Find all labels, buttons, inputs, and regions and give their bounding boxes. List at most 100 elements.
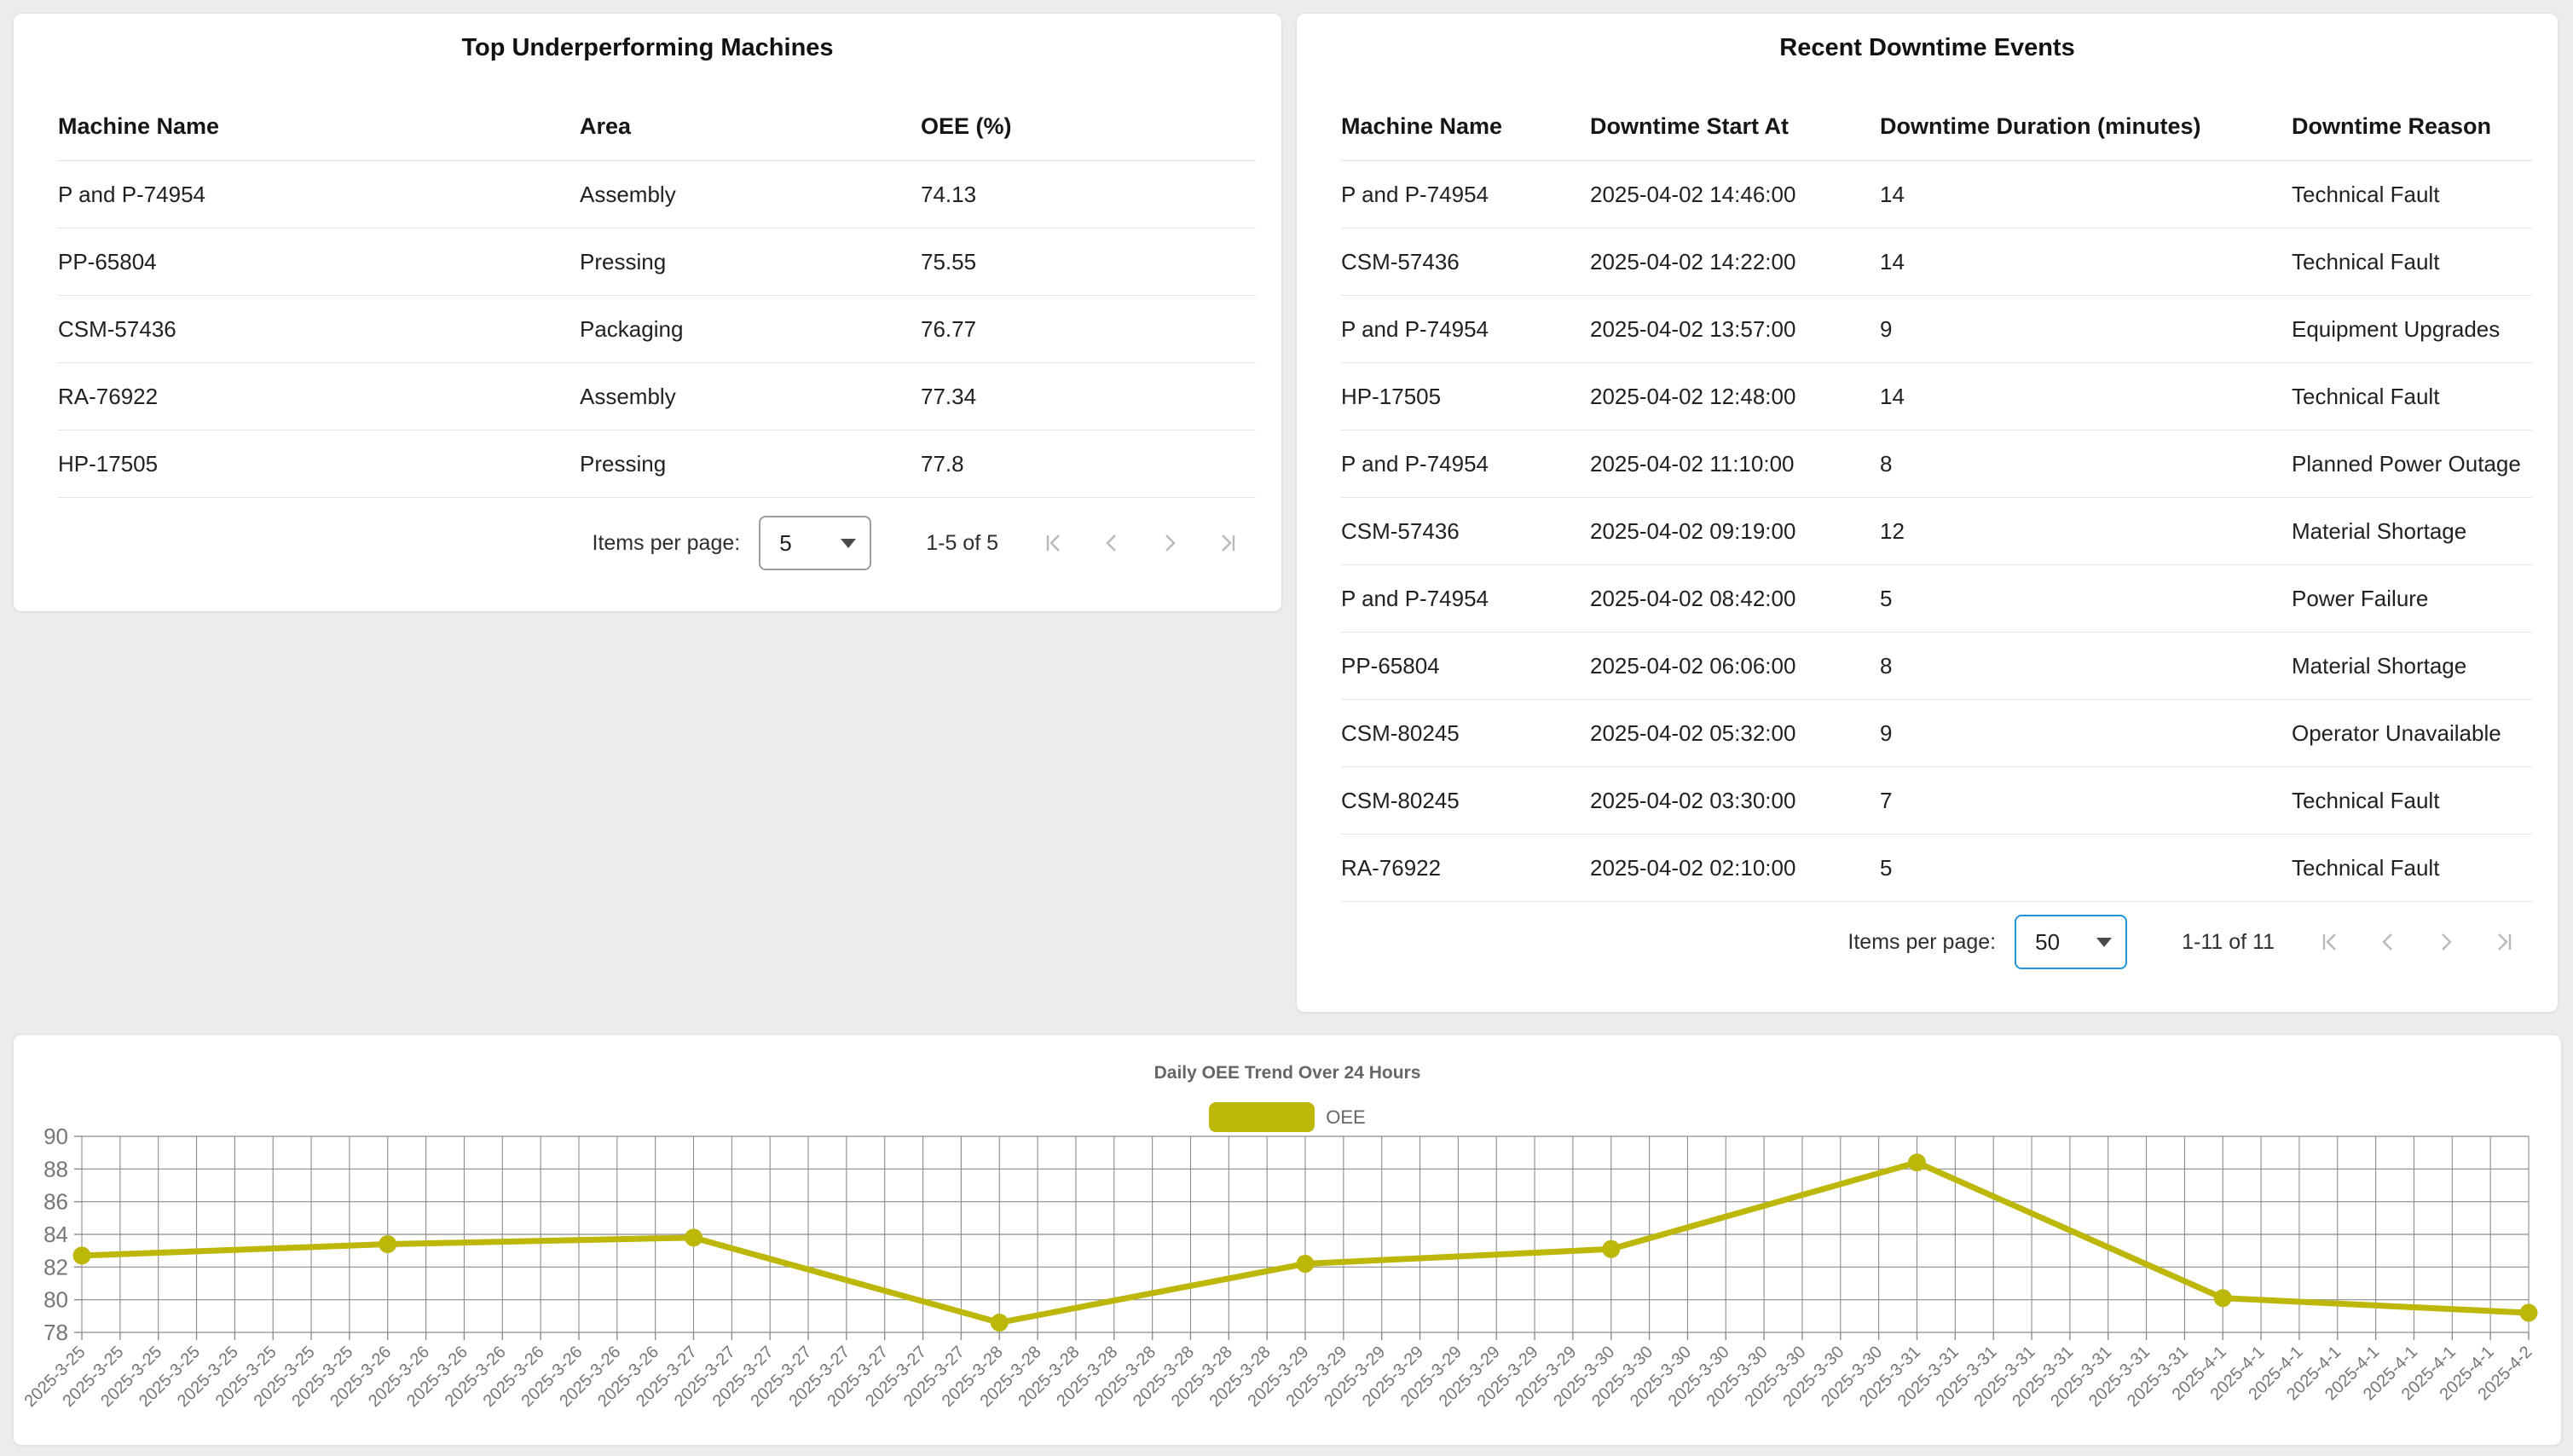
legend-item-oee[interactable]: OEE xyxy=(14,1102,2561,1132)
table-cell: 76.77 xyxy=(921,315,977,342)
top-underperforming-machines-table: Machine Name Area OEE (%) P and P-74954 A… xyxy=(58,92,1256,498)
items-per-page-label: Items per page: xyxy=(1847,929,1997,954)
data-point-2025-3-30 xyxy=(1602,1239,1621,1258)
items-per-page-select[interactable]: 50 xyxy=(2015,915,2128,969)
y-axis-label: 88 xyxy=(43,1156,68,1182)
next-page-icon[interactable] xyxy=(2431,927,2460,956)
table-cell: Operator Unavailable xyxy=(2292,719,2501,746)
table-cell: 2025-04-02 09:19:00 xyxy=(1590,517,1796,544)
table-cell: RA-76922 xyxy=(58,383,159,409)
table-cell: HP-17505 xyxy=(58,450,159,477)
table-cell: P and P-74954 xyxy=(1341,315,1489,342)
table-row: PP-65804 Pressing 75.55 xyxy=(58,228,1256,296)
table-cell: P and P-74954 xyxy=(1341,585,1489,611)
y-axis-label: 86 xyxy=(43,1189,68,1215)
table-cell: 8 xyxy=(1880,652,1893,679)
table-row: HP-17505 Pressing 77.8 xyxy=(58,430,1256,498)
table-cell: 2025-04-02 11:10:00 xyxy=(1590,450,1795,477)
table-cell: CSM-80245 xyxy=(1341,719,1460,746)
data-point-2025-3-28 xyxy=(990,1314,1009,1332)
column-header: Downtime Start At xyxy=(1590,113,1790,139)
y-axis-label: 80 xyxy=(43,1287,68,1313)
table-row: CSM-80245 2025-04-02 03:30:00 7 Technical F… xyxy=(1341,767,2532,835)
last-page-icon[interactable] xyxy=(1213,529,1242,558)
table-cell: HP-17505 xyxy=(1341,383,1442,409)
table-cell: 2025-04-02 02:10:00 xyxy=(1590,854,1796,881)
column-header: Area xyxy=(580,113,632,139)
last-page-icon[interactable] xyxy=(2489,927,2518,956)
column-header: Downtime Reason xyxy=(2292,113,2492,139)
legend-swatch xyxy=(1209,1102,1315,1132)
previous-page-icon[interactable] xyxy=(1097,529,1126,558)
y-axis-label: 90 xyxy=(43,1124,68,1149)
y-axis-label: 84 xyxy=(43,1222,68,1247)
table-cell: Technical Fault xyxy=(2292,181,2440,207)
table-cell: 14 xyxy=(1880,248,1905,274)
table-cell: Planned Power Outage xyxy=(2292,450,2521,477)
previous-page-icon[interactable] xyxy=(2374,927,2402,956)
table-cell: 2025-04-02 14:46:00 xyxy=(1590,181,1796,207)
table-cell: CSM-80245 xyxy=(1341,787,1460,813)
table-cell: 9 xyxy=(1880,719,1893,746)
chart-title: Daily OEE Trend Over 24 Hours xyxy=(1154,1063,1421,1083)
first-page-icon[interactable] xyxy=(2316,927,2345,956)
table-row: HP-17505 2025-04-02 12:48:00 14 Technical F… xyxy=(1341,363,2532,430)
table-cell: Material Shortage xyxy=(2292,652,2467,679)
table-cell: 8 xyxy=(1880,450,1893,477)
oee-trend-chart-card: Daily OEE Trend Over 24 Hours OEE 78 80 82… xyxy=(13,1034,2562,1446)
table-cell: 5 xyxy=(1880,854,1893,881)
page-range-label: 1-5 of 5 xyxy=(926,530,998,555)
table-cell: 5 xyxy=(1880,585,1893,611)
column-header: Downtime Duration (minutes) xyxy=(1880,113,2201,139)
next-page-icon[interactable] xyxy=(1155,529,1184,558)
table-header-row: Machine Name Area OEE (%) xyxy=(58,92,1256,161)
table-cell: P and P-74954 xyxy=(1341,181,1489,207)
paginator: Items per page: 5 1-5 of 5 xyxy=(593,513,1243,573)
legend-label: OEE xyxy=(1326,1106,1366,1128)
data-point-2025-4-1 xyxy=(2213,1289,2232,1308)
y-axis-label: 82 xyxy=(43,1254,68,1280)
recent-downtime-events-card: Recent Downtime Events Machine Name Down… xyxy=(1296,13,2559,1013)
oee-trend-chart: 788082848688902025-3-252025-3-252025-3-2… xyxy=(20,1124,2538,1411)
table-row: P and P-74954 2025-04-02 14:46:00 14 Techni… xyxy=(1341,161,2532,228)
data-point-2025-3-29 xyxy=(1296,1255,1315,1273)
chevron-down-icon xyxy=(2096,937,2113,947)
first-page-icon[interactable] xyxy=(1039,529,1068,558)
table-row: CSM-57436 2025-04-02 09:19:00 12 Material S… xyxy=(1341,498,2532,565)
column-header: OEE (%) xyxy=(921,113,1012,139)
table-cell: 2025-04-02 12:48:00 xyxy=(1590,383,1796,409)
table-cell: 9 xyxy=(1880,315,1893,342)
table-cell: Assembly xyxy=(580,181,676,207)
table-cell: 77.8 xyxy=(921,450,964,477)
column-header: Machine Name xyxy=(58,113,220,139)
table-cell: Technical Fault xyxy=(2292,383,2440,409)
table-cell: Technical Fault xyxy=(2292,787,2440,813)
table-cell: PP-65804 xyxy=(58,248,157,274)
table-cell: 2025-04-02 08:42:00 xyxy=(1590,585,1796,611)
chevron-down-icon xyxy=(841,538,857,548)
table-row: PP-65804 2025-04-02 06:06:00 8 Material Sho… xyxy=(1341,633,2532,700)
table-row: CSM-57436 2025-04-02 14:22:00 14 Technical … xyxy=(1341,228,2532,296)
table-cell: 2025-04-02 14:22:00 xyxy=(1590,248,1796,274)
table-cell: 75.55 xyxy=(921,248,977,274)
column-header: Machine Name xyxy=(1341,113,1503,139)
table-cell: 74.13 xyxy=(921,181,977,207)
table-header-row: Machine Name Downtime Start At Downtime … xyxy=(1341,92,2532,161)
items-per-page-select[interactable]: 5 xyxy=(759,516,872,570)
table-body: P and P-74954 2025-04-02 14:46:00 14 Techni… xyxy=(1341,161,2532,902)
data-point-2025-3-26 xyxy=(379,1235,397,1253)
data-point-2025-3-27 xyxy=(685,1228,703,1247)
table-cell: 2025-04-02 05:32:00 xyxy=(1590,719,1796,746)
data-point-2025-3-31 xyxy=(1908,1153,1926,1172)
data-point-2025-3-25 xyxy=(72,1246,91,1265)
top-underperforming-machines-card: Top Underperforming Machines Machine Nam… xyxy=(13,13,1282,612)
table-cell: 14 xyxy=(1880,383,1905,409)
table-cell: Technical Fault xyxy=(2292,854,2440,881)
card-title: Recent Downtime Events xyxy=(1779,34,2075,61)
data-point-2025-4-2 xyxy=(2519,1303,2538,1322)
table-cell: RA-76922 xyxy=(1341,854,1442,881)
table-cell: Equipment Upgrades xyxy=(2292,315,2501,342)
table-row: P and P-74954 Assembly 74.13 xyxy=(58,161,1256,228)
table-cell: P and P-74954 xyxy=(58,181,205,207)
table-row: CSM-80245 2025-04-02 05:32:00 9 Operator Un… xyxy=(1341,700,2532,767)
